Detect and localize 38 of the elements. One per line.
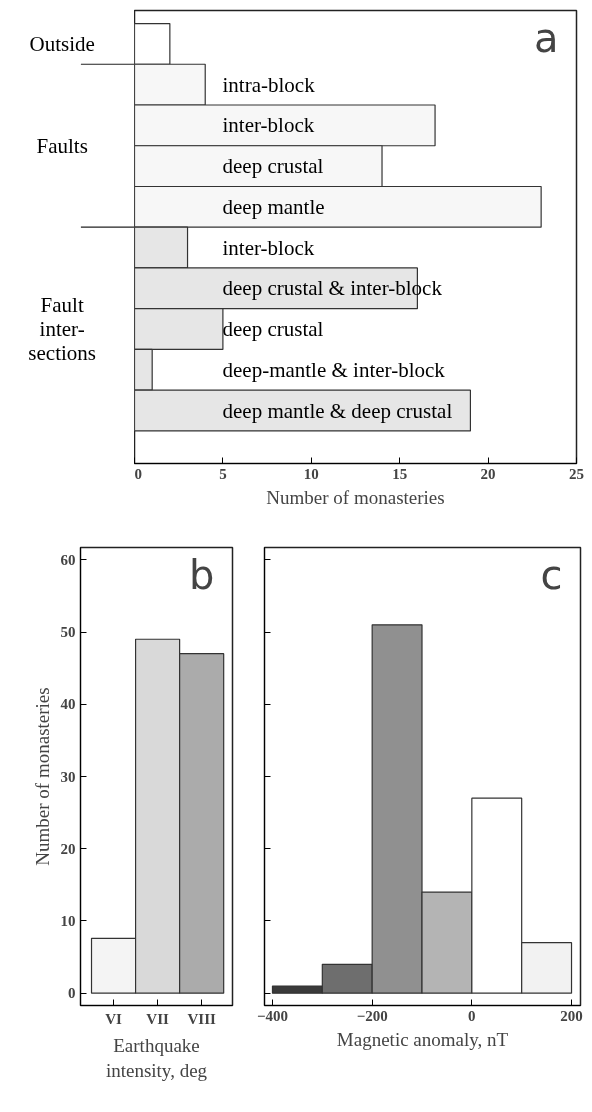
category-label: deep crustal xyxy=(222,154,324,179)
x-tick-label: 15 xyxy=(392,465,408,482)
text: Faults xyxy=(36,133,88,158)
x-tick-label: 5 xyxy=(219,465,227,482)
x-tick-label: 25 xyxy=(569,465,584,482)
category-label: deep mantle & deep crustal xyxy=(222,398,453,423)
text: Fault inter- sections xyxy=(28,293,96,366)
text: Outside xyxy=(29,31,95,56)
x-tick-label: 10 xyxy=(303,465,319,482)
x-tick-label: 0 xyxy=(468,1007,476,1024)
chart-title: c xyxy=(540,551,563,598)
x-axis-title: Number of monasteries xyxy=(266,486,445,508)
y-tick-label: 30 xyxy=(60,768,76,785)
category-label: inter-block xyxy=(222,113,315,138)
chart-title: b xyxy=(189,551,215,598)
category-label: deep mantle xyxy=(222,194,325,219)
y-tick-label: 50 xyxy=(60,624,76,641)
x-tick-label: VIII xyxy=(187,1010,216,1027)
x-tick-label: 20 xyxy=(480,465,496,482)
category-label: deep crustal xyxy=(222,317,324,342)
category-label: intra-block xyxy=(222,72,315,97)
y-axis-title: Number of monasteries xyxy=(31,687,53,866)
chart-title: a xyxy=(533,14,559,61)
x-axis-title: Earthquake intensity, deg xyxy=(105,1034,208,1081)
y-tick-label: 0 xyxy=(68,985,76,1002)
x-tick-label: 200 xyxy=(560,1007,583,1024)
x-tick-label: 0 xyxy=(134,465,142,482)
x-tick-label: VII xyxy=(146,1010,170,1027)
x-tick-label: −200 xyxy=(356,1007,388,1024)
y-tick-label: 10 xyxy=(60,912,76,929)
y-tick-label: 60 xyxy=(60,551,76,568)
y-tick-label: 40 xyxy=(60,696,76,713)
category-label: inter-block xyxy=(222,235,315,260)
x-tick-label: −400 xyxy=(256,1007,289,1024)
x-tick-label: VI xyxy=(105,1010,123,1027)
y-tick-label: 20 xyxy=(60,840,76,857)
category-label: deep-mantle & inter-block xyxy=(222,357,445,382)
x-axis-title: Magnetic anomaly, nT xyxy=(336,1028,509,1050)
